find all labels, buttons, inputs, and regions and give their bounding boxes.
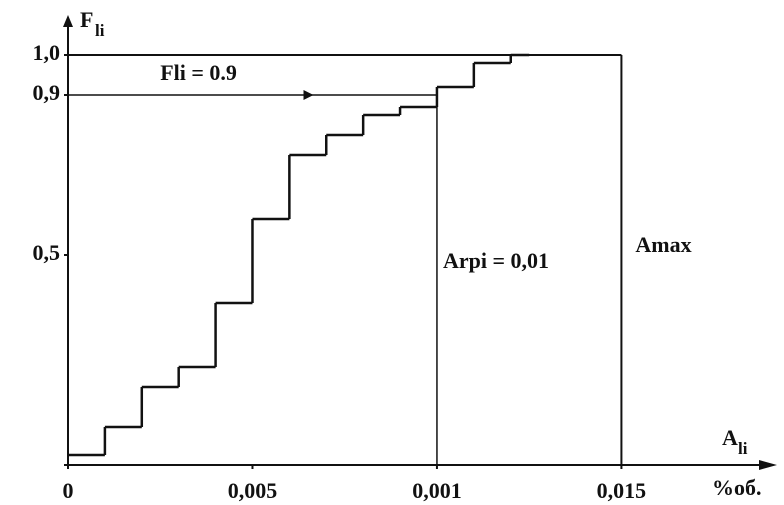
amax-label: Amax [635, 232, 691, 257]
x-axis-arrow [759, 460, 777, 470]
y-tick-label: 0,5 [33, 240, 61, 265]
x-tick-label: 0,001 [412, 478, 462, 503]
y-axis-label-sub: li [95, 21, 105, 40]
threshold-x-label: Arpi = 0,01 [443, 248, 549, 273]
x-tick-label: 0,015 [597, 478, 647, 503]
y-tick-label: 0,9 [33, 80, 61, 105]
y-tick-label: 1,0 [33, 40, 61, 65]
threshold-label: Fli = 0.9 [160, 60, 237, 85]
y-axis-label: F [80, 7, 93, 32]
y-axis-arrow [63, 15, 73, 27]
x-tick-label: 0 [63, 478, 74, 503]
x-tick-label: 0,005 [228, 478, 278, 503]
x-axis-label: A [722, 425, 738, 450]
threshold-arrow [303, 90, 314, 100]
x-axis-label-sub: li [738, 439, 748, 458]
x-unit: %об. [712, 475, 762, 500]
